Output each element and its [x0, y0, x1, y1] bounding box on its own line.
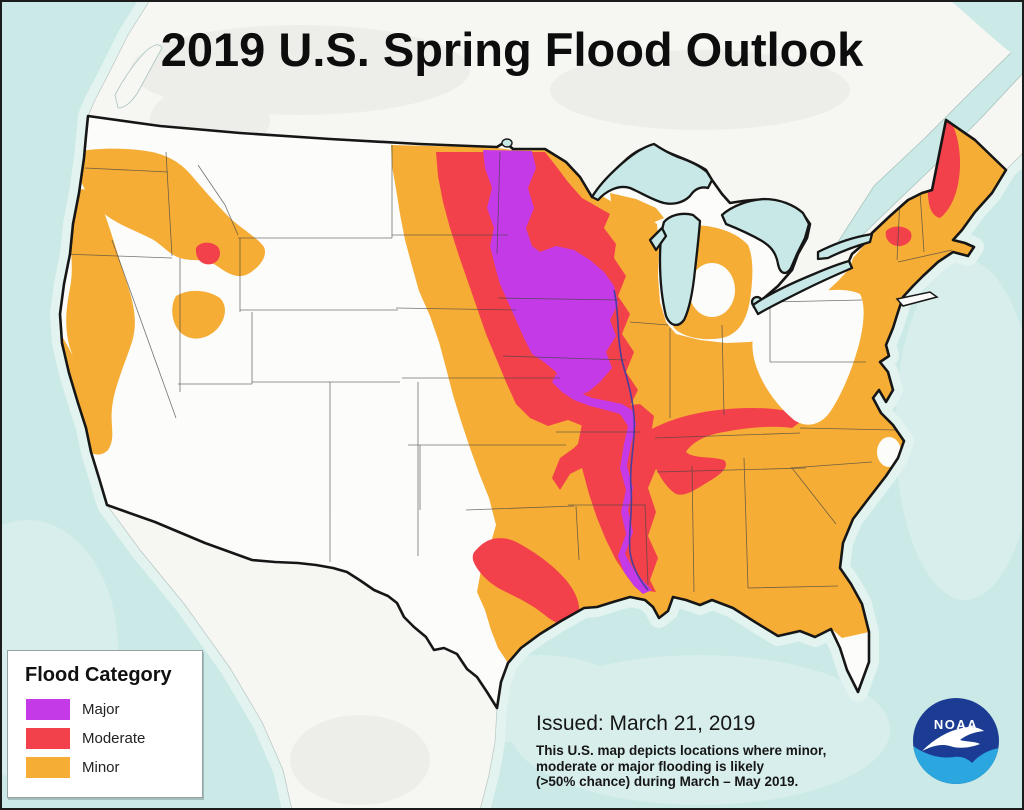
great-lakes — [501, 138, 874, 327]
moderate-color-swatch — [26, 728, 70, 749]
legend-item-minor: Minor — [26, 757, 202, 778]
issued-description-line: (>50% chance) during March – May 2019. — [536, 774, 799, 789]
noaa-bird-icon — [922, 727, 984, 751]
vancouver-island — [114, 44, 163, 109]
lake-erie — [751, 259, 854, 316]
page-title: 2019 U.S. Spring Flood Outlook — [160, 23, 864, 76]
lake-of-the-woods — [501, 138, 513, 148]
legend: Flood Category Major Moderate Minor — [7, 650, 203, 798]
minor-color-swatch — [26, 757, 70, 778]
legend-label-major: Major — [82, 701, 120, 718]
green-bay — [648, 226, 668, 252]
state-boundaries — [61, 145, 953, 593]
st-lawrence-river — [837, 39, 1024, 253]
noaa-logo: NOAA — [913, 698, 999, 784]
legend-title: Flood Category — [25, 664, 172, 686]
mississippi-river — [613, 289, 649, 591]
lake-ontario — [816, 232, 874, 261]
major-color-swatch — [26, 699, 70, 720]
noaa-logo-text: NOAA — [934, 717, 978, 732]
terrain-shading — [130, 25, 850, 805]
issued-date: Issued: March 21, 2019 — [536, 712, 756, 735]
issued-block: Issued: March 21, 2019 This U.S. map dep… — [536, 712, 886, 790]
lake-michigan — [658, 212, 702, 327]
legend-item-moderate: Moderate — [26, 728, 202, 749]
long-island — [895, 291, 939, 307]
lake-superior — [590, 142, 714, 205]
issued-description: This U.S. map depicts locations where mi… — [536, 743, 886, 790]
lake-huron — [720, 197, 811, 275]
gulf-st-lawrence-water — [950, 0, 1024, 62]
issued-description-line: moderate or major flooding is likely — [536, 758, 765, 774]
legend-label-minor: Minor — [82, 759, 120, 776]
legend-label-moderate: Moderate — [82, 730, 146, 747]
issued-description-line: This U.S. map depicts locations where mi… — [536, 743, 827, 758]
major-flood-regions — [483, 150, 652, 594]
legend-item-major: Major — [26, 699, 202, 720]
